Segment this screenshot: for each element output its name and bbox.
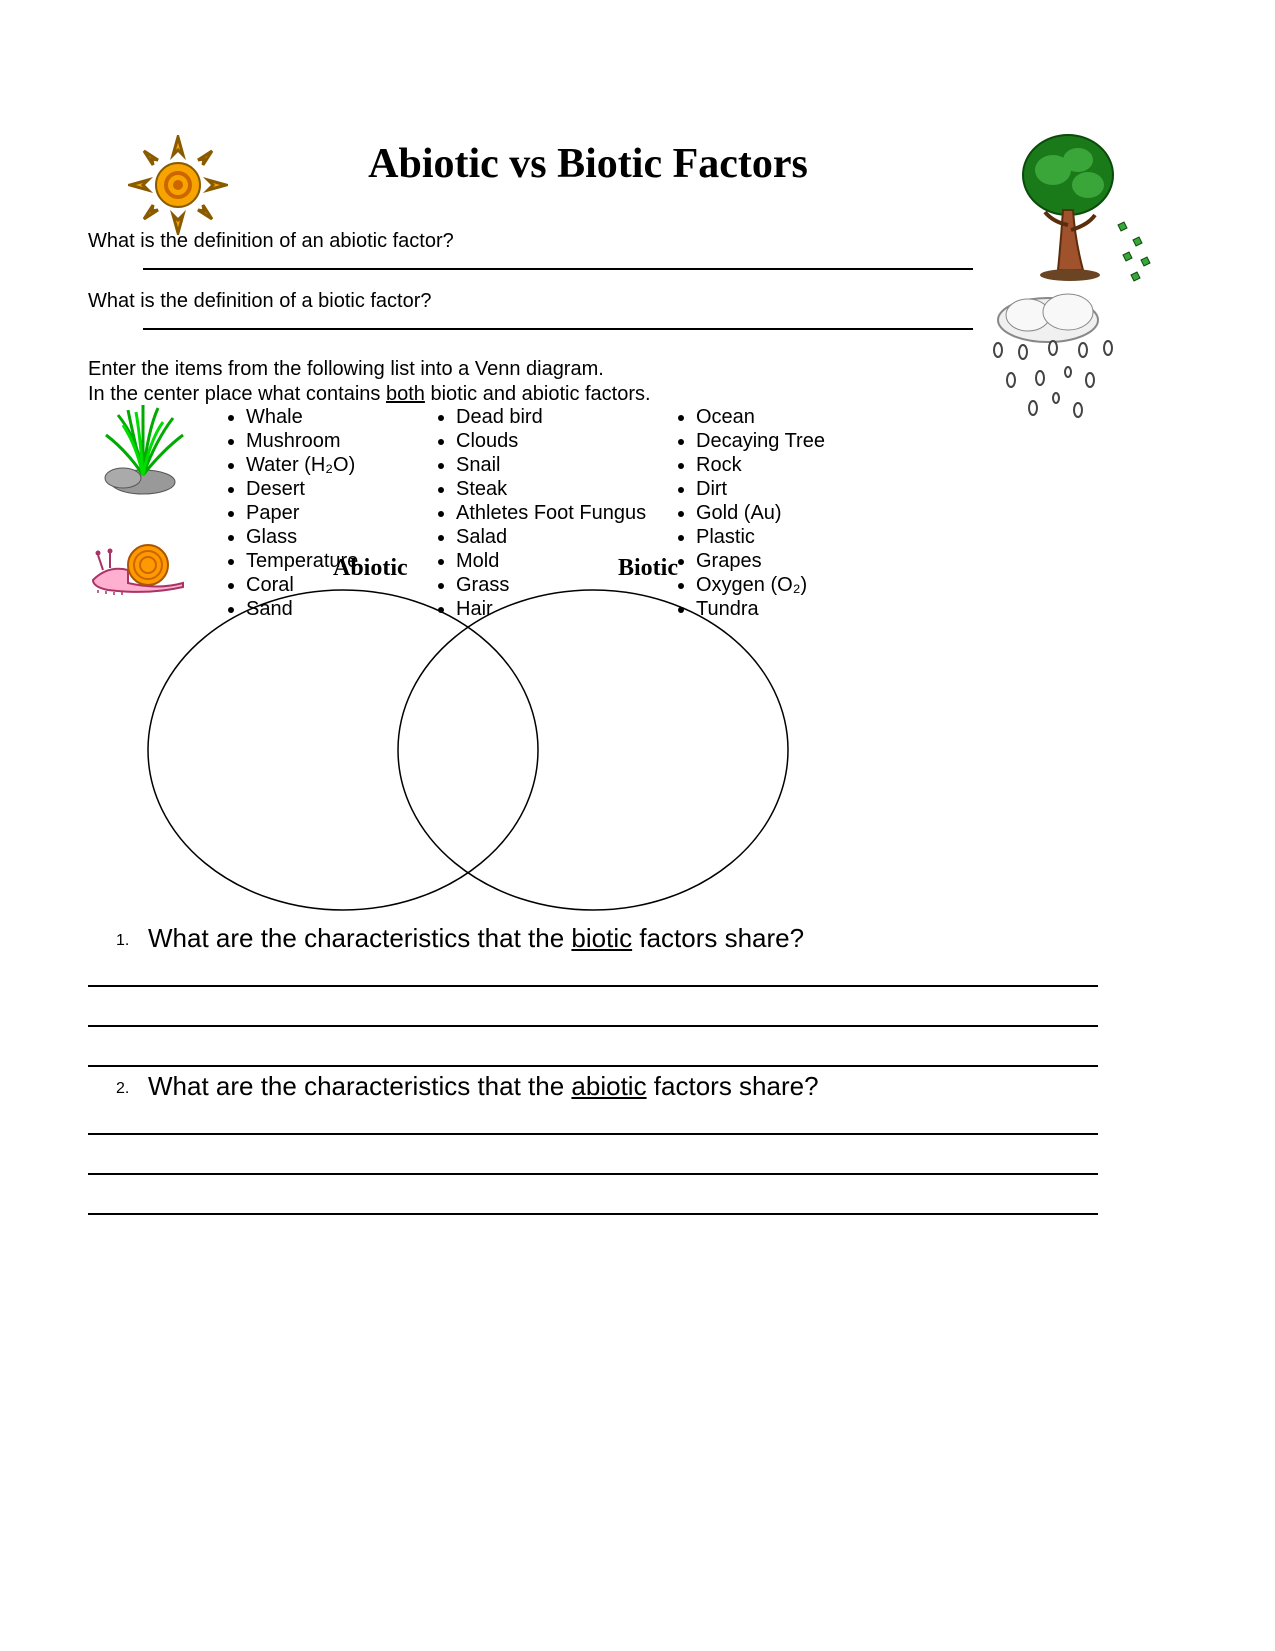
definition-abiotic-question: What is the definition of an abiotic fac… xyxy=(88,230,454,253)
list-item: Desert xyxy=(246,478,358,501)
list-item: Steak xyxy=(456,478,646,501)
list-item: Mushroom xyxy=(246,430,358,453)
q1-answer-line-3[interactable] xyxy=(88,1065,1098,1067)
q1-text: What are the characteristics that the bi… xyxy=(148,923,804,954)
list-item: Salad xyxy=(456,526,646,549)
answer-line-biotic[interactable] xyxy=(143,328,973,330)
list-item: Glass xyxy=(246,526,358,549)
list-item: Paper xyxy=(246,502,358,525)
q2-answer-line-3[interactable] xyxy=(88,1213,1098,1215)
instructions-line2: In the center place what contains both b… xyxy=(88,383,651,406)
q1-answer-line-2[interactable] xyxy=(88,1025,1098,1027)
venn-right-label: Biotic xyxy=(618,555,678,582)
list-item: Dead bird xyxy=(456,406,646,429)
cloud-rain-icon xyxy=(978,290,1148,435)
instructions-line1: Enter the items from the following list … xyxy=(88,358,604,381)
q1-number: 1. xyxy=(116,932,129,950)
list-item: Plastic xyxy=(696,526,825,549)
list-item: Athletes Foot Fungus xyxy=(456,502,646,525)
list-item: Clouds xyxy=(456,430,646,453)
list-item: Decaying Tree xyxy=(696,430,825,453)
answer-line-abiotic[interactable] xyxy=(143,268,973,270)
sun-icon xyxy=(128,135,228,240)
list-item: Whale xyxy=(246,406,358,429)
venn-left-label: Abiotic xyxy=(333,555,408,582)
tree-icon xyxy=(1013,130,1163,295)
grass-icon xyxy=(88,400,208,505)
q1-answer-line-1[interactable] xyxy=(88,985,1098,987)
list-item: Gold (Au) xyxy=(696,502,825,525)
definition-biotic-question: What is the definition of a biotic facto… xyxy=(88,290,432,313)
q2-answer-line-2[interactable] xyxy=(88,1173,1098,1175)
list-item: Water (H₂O) xyxy=(246,454,358,477)
list-item: Rock xyxy=(696,454,825,477)
q2-text: What are the characteristics that the ab… xyxy=(148,1071,819,1102)
q2-number: 2. xyxy=(116,1080,129,1098)
list-item: Grapes xyxy=(696,550,825,573)
q2-answer-line-1[interactable] xyxy=(88,1133,1098,1135)
list-item: Dirt xyxy=(696,478,825,501)
list-item: Ocean xyxy=(696,406,825,429)
list-item: Snail xyxy=(456,454,646,477)
page-title: Abiotic vs Biotic Factors xyxy=(288,140,888,188)
venn-diagram[interactable] xyxy=(143,585,803,925)
